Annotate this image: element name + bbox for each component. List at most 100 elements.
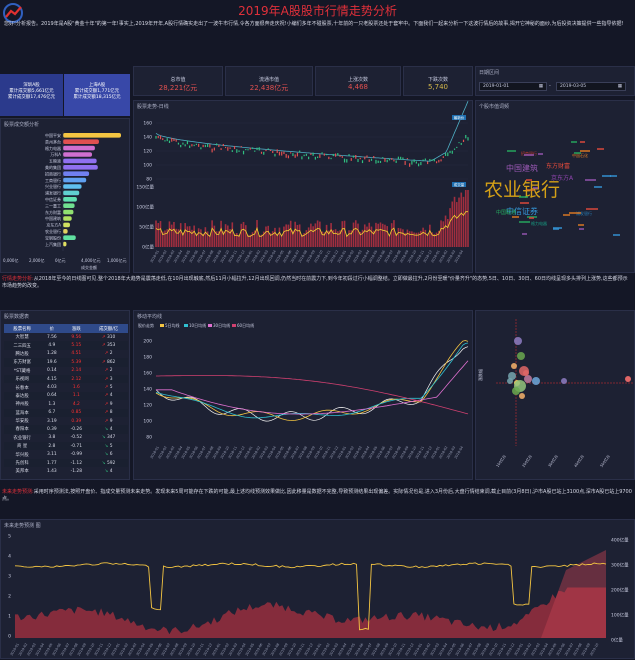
volume-tag-box	[452, 182, 466, 187]
table-row[interactable]: 东方财富 19.6 5.39 ↗ 862	[4, 358, 128, 367]
candle	[240, 146, 242, 148]
wordcloud-filler	[580, 150, 591, 153]
candle	[451, 150, 453, 154]
table-row[interactable]: 春阳本 0.39 -0.26 ↘ 4	[4, 425, 128, 434]
table-row[interactable]: 腾达股 1.28 4.51 ↗ 2	[4, 350, 128, 358]
table-cell: 1.77	[40, 458, 64, 468]
table-row[interactable]: *ST藏格 0.14 2.14 ↗ 2	[4, 367, 128, 375]
candle	[211, 148, 213, 153]
bar-label: 五粮液	[49, 158, 61, 164]
volume-bar	[206, 231, 209, 247]
candle	[422, 159, 424, 161]
date-tick-label: 2018-08	[298, 250, 308, 264]
bar-label: 中信证券	[45, 196, 61, 202]
candle	[204, 144, 206, 148]
candle	[323, 153, 325, 156]
volume-bar	[393, 220, 395, 247]
table-cell: ↗ 5	[104, 385, 113, 391]
volume-bar	[328, 230, 330, 247]
price-tag-box	[452, 115, 466, 120]
volume-bar	[431, 232, 433, 247]
arrow-up-icon: ↗	[104, 351, 110, 357]
candle	[404, 161, 406, 165]
table-cell: 3.11	[46, 452, 57, 458]
table-row[interactable]: 蓝海本 6.7 0.85 ↗ 8	[4, 408, 128, 417]
date-tick-label: 2019-11	[194, 643, 204, 657]
table-cell: ↗ 8	[89, 408, 128, 417]
table-header-cell[interactable]: 涨跌	[63, 324, 90, 333]
table-cell: 4.03	[46, 385, 57, 391]
sh-market-box[interactable]: 上海A股 累计成交额1,771亿元 累计成交额18,315亿元	[64, 74, 130, 116]
table-cell: 0.39	[71, 418, 82, 424]
sh-market-line2: 累计成交额18,315亿元	[73, 95, 121, 100]
volume-bar	[271, 231, 274, 247]
date-tick-label: 2019-03	[127, 643, 137, 657]
table-row[interactable]: 乐视网 4.15 2.12 ↗ 3	[4, 374, 128, 384]
candle	[431, 159, 433, 161]
table-row[interactable]: 商 星 2.8 -0.71 ↘ 5	[4, 442, 128, 451]
table-row[interactable]: 美邦本 1.43 -1.28 ↘ 4	[4, 467, 128, 475]
bar-label: 上汽集团	[45, 241, 61, 247]
candle	[269, 149, 272, 151]
volume-bar	[352, 222, 355, 247]
candle	[301, 156, 303, 160]
table-header-cell[interactable]: 成交额/亿	[89, 324, 128, 333]
date-tick-label: 2019-11	[94, 643, 104, 657]
date-tick-label: 2019-08	[169, 643, 179, 657]
candle	[462, 139, 465, 143]
table-header-cell[interactable]: 股票名称	[4, 324, 41, 333]
candle	[157, 135, 159, 139]
table-row[interactable]: 华安股 3.19 0.39 ↗ 9	[4, 417, 128, 425]
candle	[467, 137, 469, 141]
calendar-icon[interactable]: ▦	[538, 84, 543, 89]
industry-bar	[63, 184, 82, 189]
table-row[interactable]: 大智慧 7.56 9.56 ↗ 310	[4, 333, 128, 341]
candle	[352, 155, 355, 158]
trend-summary: 行情走势分析:从2018年至今的日线图可见,整个2018年大趋势是震荡走低,在1…	[2, 276, 632, 290]
date-tick-label: 2019-10	[589, 643, 599, 657]
arrow-up-icon: ↗	[104, 376, 110, 382]
date-tick-label: 2019-10	[287, 643, 297, 657]
bar-label: 兴业银行	[45, 183, 61, 189]
date-tick-label: 2018-04	[267, 446, 277, 460]
table-row[interactable]: 泰达股 0.64 1.1 ↗ 4	[4, 391, 128, 401]
industry-bar	[63, 216, 72, 221]
calendar-icon[interactable]: ▦	[617, 84, 622, 89]
candle	[200, 147, 202, 150]
date-tick-label: 2018-03	[165, 446, 175, 460]
table-row[interactable]: 农业银行 3.8 -0.52 ↘ 347	[4, 434, 128, 442]
volume-bar	[188, 226, 191, 247]
date-tick-label: 2018-09	[306, 250, 316, 264]
date-tick-label: 2018-07	[196, 446, 206, 460]
date-tick-label: 2019-07	[564, 643, 574, 657]
arrow-down-icon: ↘	[104, 426, 110, 432]
date-tick-label: 2019-10	[488, 643, 498, 657]
date-tick-label: 2019-10	[388, 643, 398, 657]
table-header-cell[interactable]: 价	[40, 324, 64, 333]
date-tick-label: 2018-06	[376, 446, 386, 460]
table-row[interactable]: 长春本 4.03 1.6 ↗ 5	[4, 383, 128, 391]
candle	[224, 146, 227, 149]
table-cell: 0.85	[63, 408, 90, 417]
date-tick-label: 2018-10	[407, 446, 417, 460]
forecast-summary-tag: 未来走势预测:	[2, 489, 34, 495]
sz-market-box[interactable]: 深圳A股 累计成交额5,661亿元 累计成交额17,476亿元	[0, 74, 63, 116]
end-date-input[interactable]: 2019-03-05 ▦	[556, 82, 626, 91]
date-tick-label: 2019-07	[463, 643, 473, 657]
date-tick-label: 2019-06	[152, 643, 162, 657]
table-row[interactable]: 先创科 1.77 -1.12 ↘ 592	[4, 458, 128, 468]
table-row[interactable]: 二三四五 4.9 5.15 ↗ 353	[4, 341, 128, 350]
candle	[285, 154, 287, 158]
table-row[interactable]: 华兴股 3.11 -0.99 ↘ 6	[4, 450, 128, 458]
date-tick-label: 2019-07	[161, 643, 171, 657]
candle	[274, 153, 276, 157]
table-cell: ↗ 353	[89, 341, 128, 350]
date-tick-label: 2019-11	[497, 643, 507, 657]
ma-tick-label: 140	[143, 387, 152, 393]
date-separator: -	[549, 83, 551, 89]
table-cell: 神州股	[15, 402, 29, 408]
candle	[391, 158, 393, 160]
start-date-input[interactable]: 2019-01-01 ▦	[479, 82, 547, 91]
candle	[370, 158, 373, 161]
table-row[interactable]: 神州股 1.3 4.2 ↗ 9	[4, 400, 128, 408]
